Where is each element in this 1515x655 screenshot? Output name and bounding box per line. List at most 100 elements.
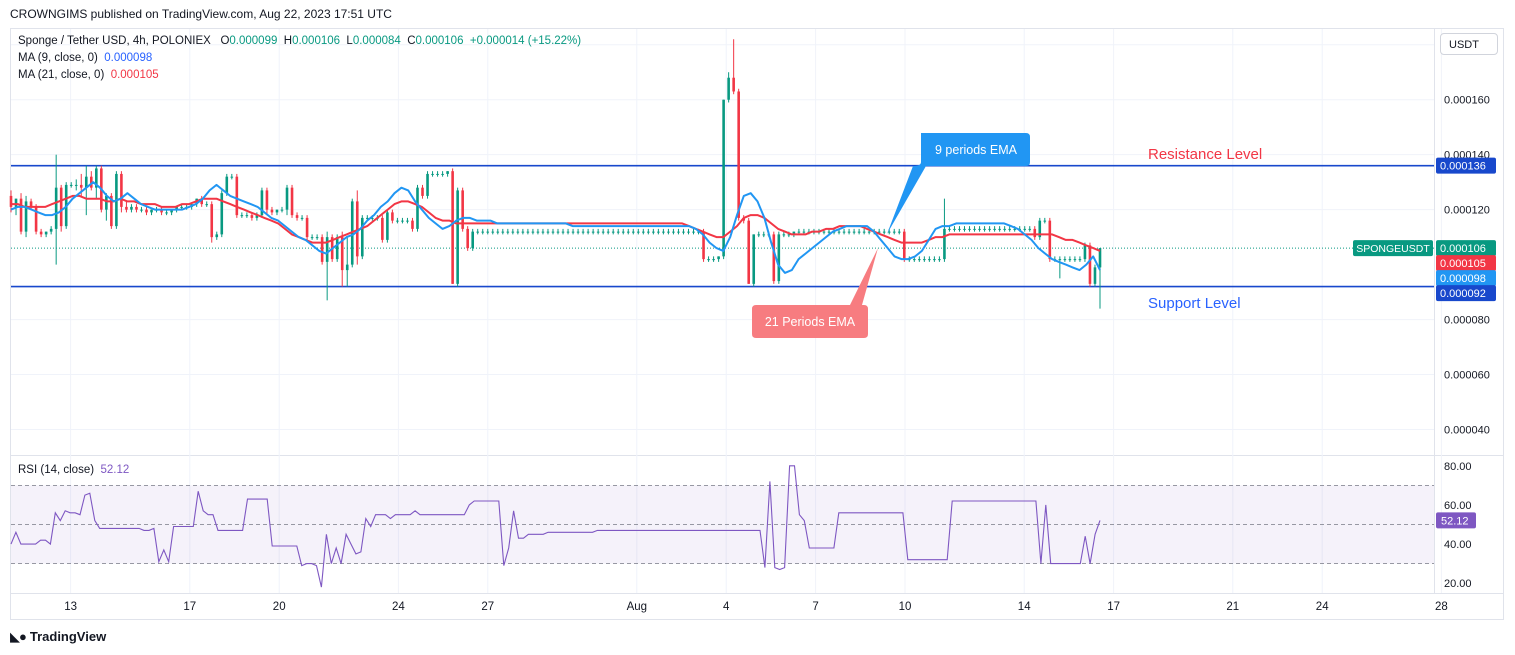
rsi-tick-label: 40.00 — [1444, 539, 1472, 551]
price-label-bg — [1436, 157, 1496, 174]
candle-body — [506, 231, 510, 233]
candle-body — [566, 231, 570, 233]
candle-body — [897, 231, 901, 233]
candle-body — [521, 231, 525, 233]
ma9-label: MA (9, close, 0) — [18, 52, 98, 64]
x-tick-label: 24 — [1316, 601, 1329, 613]
rsi-current-text: 52.12 — [1441, 515, 1469, 527]
candle-body — [677, 231, 680, 233]
candle-body — [265, 190, 269, 210]
candle-body — [1073, 259, 1077, 261]
y-tick-label: 0.000060 — [1444, 370, 1490, 382]
candle-body — [49, 228, 53, 232]
close-label: C — [407, 35, 416, 47]
ma21-value: 0.000105 — [110, 69, 159, 81]
candle-body — [531, 231, 535, 233]
candle-body — [381, 217, 384, 240]
x-tick-label: 20 — [273, 601, 286, 613]
candle-body — [551, 231, 555, 233]
candle-body — [1098, 248, 1102, 268]
ema21-callout-text: 21 Periods EMA — [765, 315, 856, 329]
candle-body — [842, 231, 846, 233]
rsi-value: 52.12 — [100, 464, 130, 476]
price-label-text: 0.000106 — [1440, 243, 1486, 255]
symbol-tag-text: SPONGEUSDT — [1356, 243, 1430, 255]
candle-body — [215, 234, 219, 238]
candle-body — [511, 231, 515, 233]
candle-body — [586, 231, 590, 233]
ma21-label: MA (21, close, 0) — [18, 69, 105, 81]
candle-body — [1043, 220, 1047, 222]
candle-body — [516, 231, 520, 233]
low-label: L — [346, 35, 353, 47]
candle-body — [335, 237, 339, 260]
candle-body — [822, 231, 826, 233]
candle-body — [471, 231, 474, 249]
candle-body — [923, 259, 926, 261]
candle-body — [918, 259, 921, 261]
candle-body — [461, 190, 464, 229]
candle-body — [9, 195, 13, 207]
candle-body — [556, 231, 560, 233]
x-tick-label: Aug — [627, 601, 647, 613]
candle-body — [371, 217, 374, 219]
candle-body — [802, 231, 806, 233]
candle-body — [34, 206, 38, 232]
candle-body — [827, 231, 831, 233]
candle-body — [175, 206, 178, 210]
candle-body — [110, 195, 113, 227]
x-tick-label: 24 — [392, 601, 405, 613]
candle-body — [140, 209, 143, 211]
x-tick-label: 17 — [183, 601, 196, 613]
candle-body — [240, 215, 244, 217]
candle-body — [882, 231, 886, 233]
price-label-text: 0.000098 — [1440, 273, 1486, 285]
candle-body — [652, 231, 655, 233]
candle-body — [255, 215, 259, 218]
currency-button[interactable]: USDT — [1440, 33, 1498, 55]
candle-body — [857, 231, 861, 233]
candle-body — [988, 228, 991, 230]
candle-body — [170, 209, 173, 213]
candle-body — [1068, 259, 1072, 261]
candle-body — [89, 176, 93, 188]
candle-body — [74, 184, 78, 186]
candle-body — [526, 231, 530, 233]
candle-body — [797, 231, 801, 233]
candle-body — [431, 173, 434, 175]
candle-body — [657, 231, 660, 233]
candle-body — [772, 234, 776, 282]
tradingview-logo[interactable]: ◣● TradingView — [10, 629, 106, 645]
candle-body — [887, 231, 891, 233]
candle-body — [1078, 259, 1082, 261]
y-tick-label: 0.000120 — [1444, 205, 1490, 217]
candle-body — [546, 231, 550, 233]
candle-body — [847, 231, 851, 233]
candle-body — [777, 234, 781, 282]
candle-body — [441, 173, 444, 175]
candle-body — [230, 176, 234, 178]
price-label-bg — [1436, 270, 1496, 287]
x-tick-label: 14 — [1018, 601, 1031, 613]
candle-body — [210, 204, 214, 238]
candle-body — [933, 259, 936, 261]
candle-body — [325, 237, 329, 262]
candle-body — [536, 231, 540, 233]
ma9-line — [10, 181, 1101, 274]
candle-body — [747, 220, 751, 284]
candle-body — [150, 209, 153, 213]
x-tick-label: 4 — [723, 601, 730, 613]
candle-body — [421, 187, 424, 196]
candle-body — [486, 231, 490, 233]
candle-body — [787, 234, 791, 236]
candle-body — [642, 231, 645, 233]
candle-body — [1013, 228, 1016, 230]
tradingview-icon: ◣● — [10, 629, 27, 644]
rsi-current-bg — [1436, 512, 1476, 529]
candle-body — [737, 91, 740, 218]
candle-body — [1028, 228, 1032, 230]
candle-body — [290, 187, 294, 216]
x-tick-label: 27 — [481, 601, 494, 613]
x-tick-label: 10 — [899, 601, 912, 613]
